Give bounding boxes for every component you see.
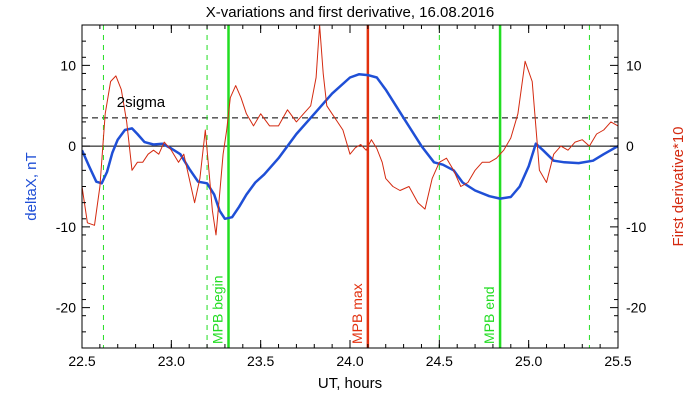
vertical-line-label-1: MPB max: [349, 283, 365, 344]
series-line-deltaX: [82, 73, 618, 221]
y-tick-label-left: -20: [56, 300, 76, 316]
plot-area: [82, 25, 618, 348]
axes: 2sigma MPB begin MPB max MPB end 22.5 23.0 23.…: [56, 24, 646, 369]
y-tick-label-right: -10: [626, 219, 646, 235]
y-axis-label-left: deltaX, nT: [23, 152, 40, 220]
x-tick-label: 22.5: [68, 353, 95, 369]
y-axis-label-right: First derivative*10: [670, 126, 687, 246]
vertical-line-label-0: MPB begin: [210, 276, 226, 344]
x-tick-label: 24.0: [336, 353, 363, 369]
y-tick-label-right: -20: [626, 300, 646, 316]
x-tick-label: 23.5: [247, 353, 274, 369]
y-tick-label-right: 0: [626, 138, 634, 154]
sigma-label: 2sigma: [117, 94, 166, 111]
x-tick-label: 24.5: [426, 353, 453, 369]
y-tick-label-left: 0: [68, 138, 76, 154]
chart-title: X-variations and first derivative, 16.08…: [206, 4, 495, 21]
x-axis-label: UT, hours: [318, 375, 382, 392]
y-tick-label-left: 10: [60, 57, 76, 73]
y-tick-label-right: 10: [626, 57, 642, 73]
x-tick-label: 23.0: [158, 353, 185, 369]
vertical-line-label-2: MPB end: [481, 286, 497, 344]
x-tick-label: 25.0: [515, 353, 542, 369]
series-line-derivative: [82, 25, 618, 236]
y-tick-label-left: -10: [56, 219, 76, 235]
x-tick-label: 25.5: [604, 353, 631, 369]
